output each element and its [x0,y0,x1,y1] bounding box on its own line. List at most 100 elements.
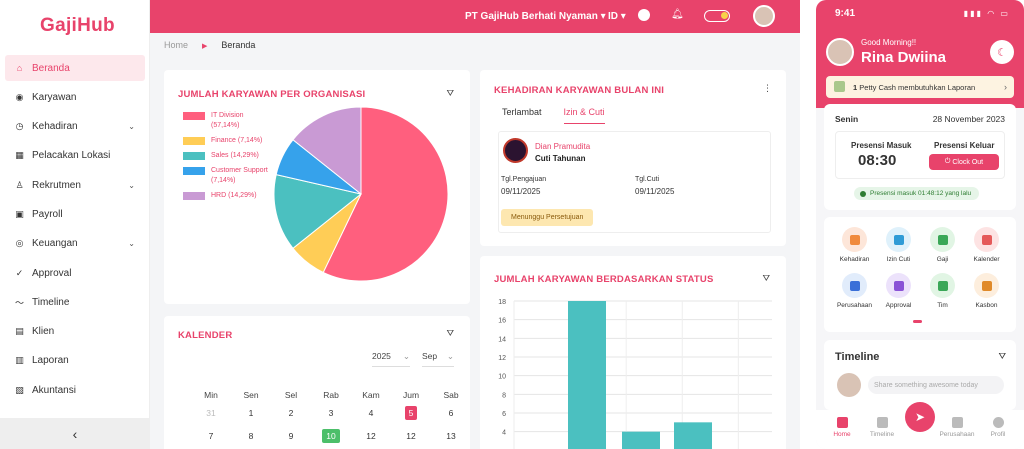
sidebar-item-payroll[interactable]: ▣ Payroll [5,201,145,227]
sidebar-item-beranda[interactable]: ⌂ Beranda [5,55,145,81]
breadcrumb-home[interactable]: Home [164,40,189,50]
calendar-day[interactable]: 8 [248,431,254,441]
org-chart-card: JUMLAH KARYAWAN PER ORGANISASI ⛛ IT Divi… [164,70,470,304]
legend-item[interactable]: HRD (14,29%) [183,191,271,201]
weekday-label: Jum [402,390,420,400]
bell-icon[interactable]: 🔔︎ [671,9,684,20]
legend-label: Customer Support (7,14%) [211,167,268,184]
sidebar-item-akuntansi[interactable]: ▧ Akuntansi [5,377,145,403]
smile-icon [876,417,888,428]
weekday-label: Sab [443,390,459,400]
menu-tim[interactable]: Tim [920,273,965,309]
theme-toggle[interactable] [704,10,730,22]
filter-icon[interactable]: ⛛ [998,351,1006,361]
sidebar-item-label: Klien [32,326,55,338]
briefcase-icon: ▤ [15,326,24,337]
sidebar-item-karyawan[interactable]: ◉ Karyawan [5,84,145,110]
kehadiran-icon [842,227,867,252]
filter-icon[interactable]: ⛛ [762,273,770,283]
sidebar-item-klien[interactable]: ▤ Klien [5,319,145,345]
clock-icon[interactable] [638,9,650,21]
employee-avatar [503,138,528,163]
bar[interactable] [568,301,606,449]
calendar-day[interactable]: 4 [368,408,374,418]
leave-request-item[interactable]: Dian Pramudita Cuti Tahunan Tgl.Pengajua… [498,131,771,233]
sidebar-collapse-button[interactable]: ‹ [0,418,150,449]
gajihub-logo[interactable]: GajiHub [40,15,115,36]
user-avatar[interactable] [753,5,775,27]
chevron-down-icon: ⌄ [128,180,135,190]
sidebar-item-pelacakan-lokasi[interactable]: ▦ Pelacakan Lokasi [5,143,145,169]
calendar-day[interactable]: 7 [208,431,214,441]
gaji-icon [930,227,955,252]
user-name: Rina Dwiina [861,49,947,66]
sidebar-item-timeline[interactable]: 〜 Timeline [5,289,145,315]
nav-home[interactable]: Home [822,417,862,438]
language-selector[interactable]: ID ▾ [608,11,626,22]
calendar-day[interactable]: 3 [328,408,334,418]
calendar-day[interactable]: 2 [288,408,294,418]
calendar-day[interactable]: 12 [366,431,376,441]
menu-approval[interactable]: Approval [876,273,921,309]
status-bar-chart: 4 6 8 10 12 14 16 18 [498,299,772,449]
nav-perusahaan[interactable]: Perusahaan [937,417,977,438]
menu-izin-cuti[interactable]: Izin Cuti [876,227,921,263]
send-icon[interactable]: ➤ [905,402,935,432]
calendar-day[interactable]: 9 [288,431,294,441]
sidebar-item-rekrutmen[interactable]: ♙ Rekrutmen ⌄ [5,172,145,198]
legend-item[interactable]: Customer Support (7,14%) [183,166,271,186]
nav-profil[interactable]: Profil [978,417,1018,438]
menu-kalender[interactable]: Kalender [964,227,1009,263]
tab-izin-cuti[interactable]: Izin & Cuti [563,107,605,124]
menu-kasbon[interactable]: Kasbon [964,273,1009,309]
sidebar-item-label: Laporan [32,355,69,367]
legend-swatch [183,152,205,160]
menu-kehadiran[interactable]: Kehadiran [832,227,877,263]
legend-item[interactable]: Finance (7,14%) [183,136,271,146]
sidebar-item-keuangan[interactable]: ◎ Keuangan ⌄ [5,231,145,257]
petty-cash-alert[interactable]: 1 Petty Cash membutuhkan Laporan › [826,76,1014,98]
clock-out-button[interactable]: ⏻ Clock Out [929,154,999,170]
sidebar-item-kehadiran[interactable]: ◷ Kehadiran ⌄ [5,114,145,140]
calendar-day[interactable]: 12 [406,431,416,441]
organization-selector[interactable]: PT GajiHub Berhati Nyaman ▾ [465,11,606,22]
bar[interactable] [674,422,712,449]
legend-swatch [183,137,205,145]
y-tick-label: 8 [502,392,506,399]
calendar-day[interactable]: 6 [448,408,454,418]
wallet-icon: ▣ [15,208,24,219]
filter-icon[interactable]: ⛛ [446,88,454,98]
signal-wifi-battery-icon: ▮▮▮ ◠ ▭ [963,9,1010,18]
month-select[interactable]: Sep ⌄ [422,351,454,367]
calendar-day[interactable]: 10 [322,429,340,443]
legend-item[interactable]: IT Division (57,14%) [183,111,271,131]
pie-slice[interactable] [273,174,363,249]
bar[interactable] [622,431,660,449]
weekday-label: Rab [323,390,339,400]
calendar-day[interactable]: 5 [404,406,418,420]
legend-item[interactable]: Sales (14,29%) [183,151,271,161]
pie-slice[interactable] [322,107,449,282]
timeline-post-input[interactable]: Share something awesome today [868,376,1004,394]
filter-icon[interactable]: ⛛ [446,328,454,338]
menu-gaji[interactable]: Gaji [920,227,965,263]
sidebar-item-approval[interactable]: ✓ Approval [5,260,145,286]
menu-perusahaan[interactable]: Perusahaan [832,273,877,309]
nav-timeline[interactable]: Timeline [862,417,902,438]
calendar-day[interactable]: 31 [206,408,216,418]
moon-icon[interactable]: ☾ [990,40,1014,64]
petty-text: Petty Cash membutuhkan Laporan [859,82,976,92]
calendar-day[interactable]: 13 [446,431,456,441]
book-icon: ▧ [15,384,24,395]
sidebar-item-label: Beranda [32,62,70,74]
calendar-day[interactable]: 1 [248,408,254,418]
mobile-avatar[interactable] [826,38,854,66]
sidebar-item-laporan[interactable]: ▥ Laporan [5,348,145,374]
year-select[interactable]: 2025 ⌄ [372,351,410,367]
pie-slice[interactable] [292,107,362,196]
tab-terlambat[interactable]: Terlambat [502,107,542,117]
calendar-title: KALENDER [178,330,233,341]
chevron-down-icon: ⌄ [128,122,135,132]
more-vertical-icon[interactable]: ⋮ [763,83,772,93]
